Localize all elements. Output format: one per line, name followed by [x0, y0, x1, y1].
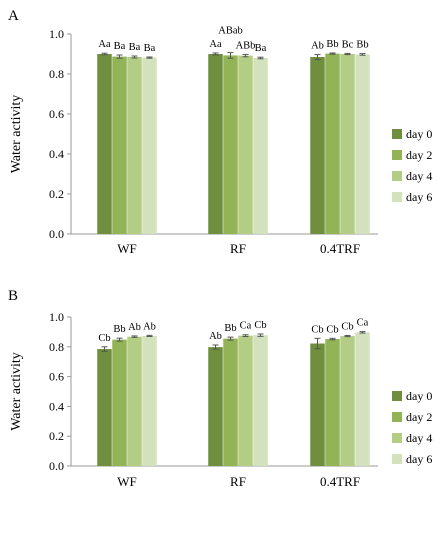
significance-label: Ca — [240, 321, 252, 332]
x-tick-label: RF — [230, 241, 246, 256]
bar — [340, 336, 355, 466]
significance-label: Ba — [129, 42, 141, 53]
bar — [238, 335, 253, 466]
y-tick-label: 0.0 — [49, 227, 64, 241]
bar — [325, 53, 340, 234]
legend-swatch — [392, 150, 402, 160]
bar — [223, 338, 238, 466]
significance-label: Bc — [342, 39, 354, 50]
bar — [142, 335, 157, 466]
significance-label: Ba — [255, 43, 267, 54]
legend-swatch — [392, 171, 402, 181]
y-tick-label: 0.8 — [49, 67, 64, 81]
bar — [340, 54, 355, 234]
y-tick-label: 0.2 — [49, 429, 64, 443]
bar — [97, 349, 112, 466]
legend-label: day 0 — [406, 389, 432, 403]
legend-swatch — [392, 129, 402, 139]
legend-label: day 4 — [406, 431, 432, 445]
y-tick-label: 1.0 — [49, 310, 64, 324]
legend-swatch — [392, 433, 402, 443]
legend-label: day 0 — [406, 127, 432, 141]
significance-label: Cb — [98, 333, 110, 344]
legend-label: day 2 — [406, 410, 432, 424]
legend-swatch — [392, 454, 402, 464]
significance-label: Cb — [326, 324, 338, 335]
y-tick-label: 0.6 — [49, 107, 64, 121]
significance-label: Cb — [254, 320, 266, 331]
significance-label: Bb — [113, 324, 125, 335]
y-tick-label: 1.0 — [49, 27, 64, 41]
panel-label: B — [8, 288, 18, 304]
bar — [97, 54, 112, 234]
x-tick-label: RF — [230, 474, 246, 489]
significance-label: Cb — [341, 321, 353, 332]
significance-label: Ca — [357, 318, 369, 329]
significance-label: Bb — [326, 39, 338, 50]
y-tick-label: 0.0 — [49, 459, 64, 473]
legend-label: day 6 — [406, 452, 432, 466]
x-tick-label: WF — [117, 474, 137, 489]
y-axis-title: Water activity — [9, 352, 24, 431]
bar — [238, 55, 253, 234]
significance-label: Bb — [224, 323, 236, 334]
significance-label: ABb — [236, 40, 256, 51]
bar — [142, 57, 157, 234]
y-tick-label: 0.6 — [49, 370, 64, 384]
legend-label: day 6 — [406, 190, 432, 204]
significance-label: Ba — [114, 41, 126, 52]
significance-label: Bb — [356, 40, 368, 51]
legend-label: day 4 — [406, 169, 432, 183]
x-tick-label: 0.4TRF — [320, 241, 360, 256]
bar — [208, 347, 223, 466]
bar — [253, 58, 268, 234]
bar — [112, 56, 127, 234]
significance-label: Ba — [144, 43, 156, 54]
significance-label: Aa — [209, 39, 222, 50]
significance-label: Cb — [311, 324, 323, 335]
significance-label: Ab — [311, 41, 324, 52]
bar — [310, 57, 325, 234]
legend-swatch — [392, 391, 402, 401]
significance-label: Ab — [143, 321, 156, 332]
x-tick-label: WF — [117, 241, 137, 256]
y-tick-label: 0.8 — [49, 340, 64, 354]
significance-label: Ab — [209, 331, 222, 342]
bar — [112, 339, 127, 466]
y-tick-label: 0.4 — [49, 147, 64, 161]
y-tick-label: 0.2 — [49, 187, 64, 201]
bar — [355, 332, 370, 466]
y-axis-title: Water activity — [9, 95, 24, 174]
significance-label: ABab — [218, 26, 243, 37]
legend-label: day 2 — [406, 148, 432, 162]
legend-swatch — [392, 192, 402, 202]
bar — [208, 54, 223, 234]
significance-label: Ab — [128, 322, 141, 333]
bar — [253, 335, 268, 466]
bar — [223, 55, 238, 235]
significance-label: Aa — [98, 39, 111, 50]
panel-label: A — [8, 8, 19, 24]
bar — [355, 54, 370, 235]
bar — [127, 336, 142, 466]
legend-swatch — [392, 412, 402, 422]
x-tick-label: 0.4TRF — [320, 474, 360, 489]
y-tick-label: 0.4 — [49, 399, 64, 413]
bar — [310, 343, 325, 466]
bar — [127, 57, 142, 234]
bar — [325, 339, 340, 466]
